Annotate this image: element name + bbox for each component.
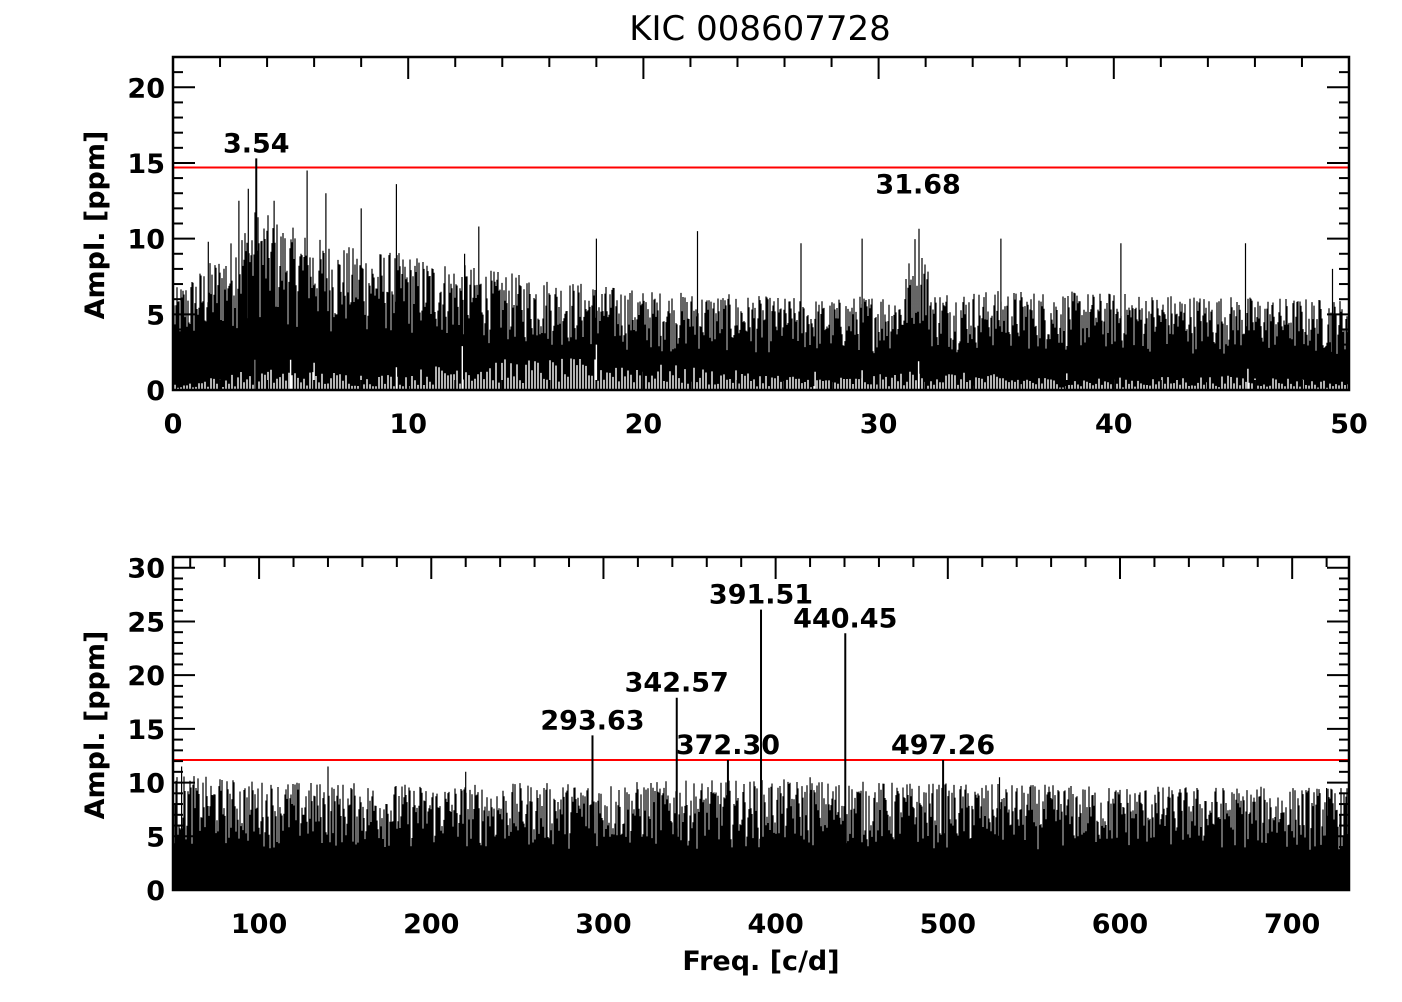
p0-spectrum [173,170,1349,390]
p0-xtick-label: 50 [1330,409,1368,440]
peak-label: 342.57 [625,668,729,699]
p0-xtick-label: 0 [164,409,183,440]
p1-xtick-label: 300 [575,909,631,940]
p0-ytick-label: 0 [146,376,165,407]
p1-ytick-label: 20 [127,661,165,692]
p1-ytick-label: 15 [127,715,165,746]
peak-label: 293.63 [540,705,644,736]
peak-label: 372.30 [676,730,780,761]
p0-ytick-label: 15 [127,149,165,180]
p0-data-layer [172,170,1350,390]
p0-peak-annotations: 3.54 31.68 [223,128,961,390]
panel-high-frequency: 0 5 10 15 20 25 30 100 200 300 400 500 600 700 293.63… [80,554,1351,977]
p1-xtick-label: 500 [920,909,976,940]
p1-ytick-label: 30 [127,554,165,585]
p0-tick-labels: 0 5 10 15 20 0 10 20 30 40 50 [127,73,1367,440]
p0-ytick-label: 20 [127,73,165,104]
p1-xtick-label: 100 [231,909,287,940]
figure-title: KIC 008607728 [629,9,891,49]
p0-xtick-label: 20 [625,409,663,440]
p1-ytick-label: 5 [146,822,165,853]
peak-label: 497.26 [891,730,995,761]
p0-xtick-label: 10 [389,409,427,440]
p0-xtick-label: 40 [1095,409,1133,440]
p0-ytick-label: 5 [146,300,165,331]
p1-ylabel: Ampl. [ppm] [80,631,111,820]
p1-tick-labels: 0 5 10 15 20 25 30 100 200 300 400 500 600 700 [127,554,1320,940]
peak-label: 391.51 [709,580,813,611]
p0-ylabel: Ampl. [ppm] [80,131,111,320]
p0-xtick-label: 30 [860,409,898,440]
panel-low-frequency: 0 5 10 15 20 0 10 20 30 40 50 3.54 31.68 Ampl. [ppm… [80,55,1368,440]
peak-label: 31.68 [875,169,960,200]
p1-xlabel: Freq. [c/d] [682,946,839,977]
peak-label: 440.45 [793,603,897,634]
p1-xtick-label: 200 [403,909,459,940]
p1-xtick-label: 700 [1264,909,1320,940]
p1-xtick-label: 400 [747,909,803,940]
p0-axis-frame [171,55,1351,392]
p1-ytick-label: 25 [127,607,165,638]
peak-label: 3.54 [223,128,290,159]
p1-ytick-label: 10 [127,769,165,800]
p0-ytick-label: 10 [127,225,165,256]
p1-xtick-label: 600 [1092,909,1148,940]
p1-ytick-label: 0 [146,876,165,907]
